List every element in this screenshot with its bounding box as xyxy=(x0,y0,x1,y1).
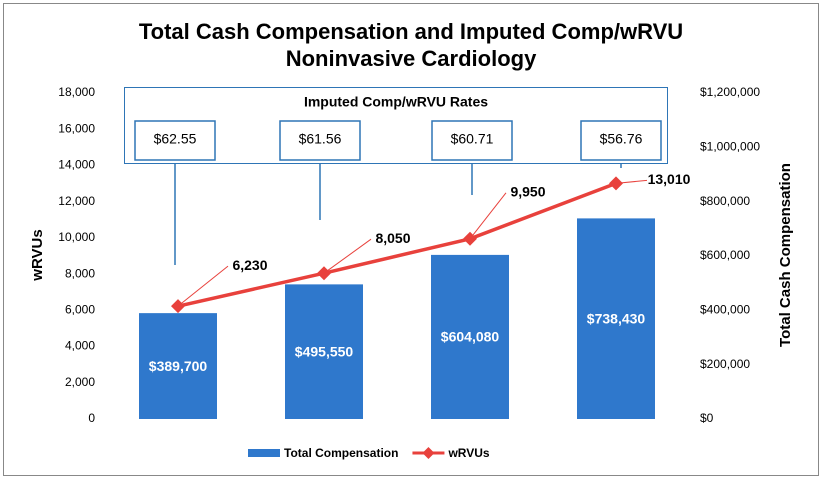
bar xyxy=(285,284,363,419)
y-tick-label: 2,000 xyxy=(65,375,95,389)
annotation-rate: $61.56 xyxy=(299,131,342,147)
annotation-rate: $56.76 xyxy=(600,131,643,147)
y2-tick-label: $0 xyxy=(700,411,714,425)
data-label-leader xyxy=(615,179,648,184)
y-tick-label: 10,000 xyxy=(58,230,95,244)
y2-tick-label: $200,000 xyxy=(700,357,750,371)
y2-tick-label: $1,200,000 xyxy=(700,85,760,99)
annotation-title: Imputed Comp/wRVU Rates xyxy=(304,94,488,110)
legend-label: Total Compensation xyxy=(284,446,398,460)
legend-label: wRVUs xyxy=(447,446,489,460)
y-tick-label: 8,000 xyxy=(65,266,95,280)
bar-value-label: $738,430 xyxy=(587,310,646,326)
legend-swatch xyxy=(248,449,280,457)
annotation-rate: $62.55 xyxy=(154,131,197,147)
y-tick-label: 16,000 xyxy=(58,121,95,135)
y2-axis-title: Total Cash Compensation xyxy=(777,163,794,347)
chart-subtitle: Noninvasive Cardiology xyxy=(286,46,537,71)
bar xyxy=(139,313,217,419)
y-tick-label: 0 xyxy=(88,411,95,425)
bar xyxy=(577,218,655,419)
y-tick-label: 4,000 xyxy=(65,339,95,353)
chart-border xyxy=(3,3,819,476)
y2-tick-label: $1,000,000 xyxy=(700,140,760,154)
y-axis-title: wRVUs xyxy=(29,229,46,281)
bar-value-label: $604,080 xyxy=(441,329,500,345)
chart-title: Total Cash Compensation and Imputed Comp… xyxy=(139,19,683,44)
line xyxy=(177,181,617,308)
data-label: 6,230 xyxy=(232,257,267,273)
annotation-rate: $60.71 xyxy=(451,131,494,147)
bar-value-label: $495,550 xyxy=(295,343,354,359)
data-label-leader xyxy=(323,238,372,274)
y-tick-label: 6,000 xyxy=(65,303,95,317)
y-tick-label: 18,000 xyxy=(58,85,95,99)
annotation-rate-box xyxy=(134,120,216,161)
y-tick-label: 12,000 xyxy=(58,194,95,208)
data-label-leader xyxy=(177,265,229,307)
annotation-rate-box xyxy=(431,120,513,161)
legend-swatch-marker xyxy=(422,447,435,459)
annotation-rate-box xyxy=(580,120,662,161)
bar xyxy=(431,254,509,419)
annotation-rate-box xyxy=(279,120,361,161)
y2-tick-label: $800,000 xyxy=(700,194,750,208)
y2-tick-label: $600,000 xyxy=(700,248,750,262)
bar-value-label: $389,700 xyxy=(149,358,208,374)
data-label: 13,010 xyxy=(648,171,691,187)
y-tick-label: 14,000 xyxy=(58,158,95,172)
data-label: 8,050 xyxy=(375,230,410,246)
data-label: 9,950 xyxy=(510,183,545,199)
y2-tick-label: $400,000 xyxy=(700,303,750,317)
data-label-leader xyxy=(469,192,507,240)
